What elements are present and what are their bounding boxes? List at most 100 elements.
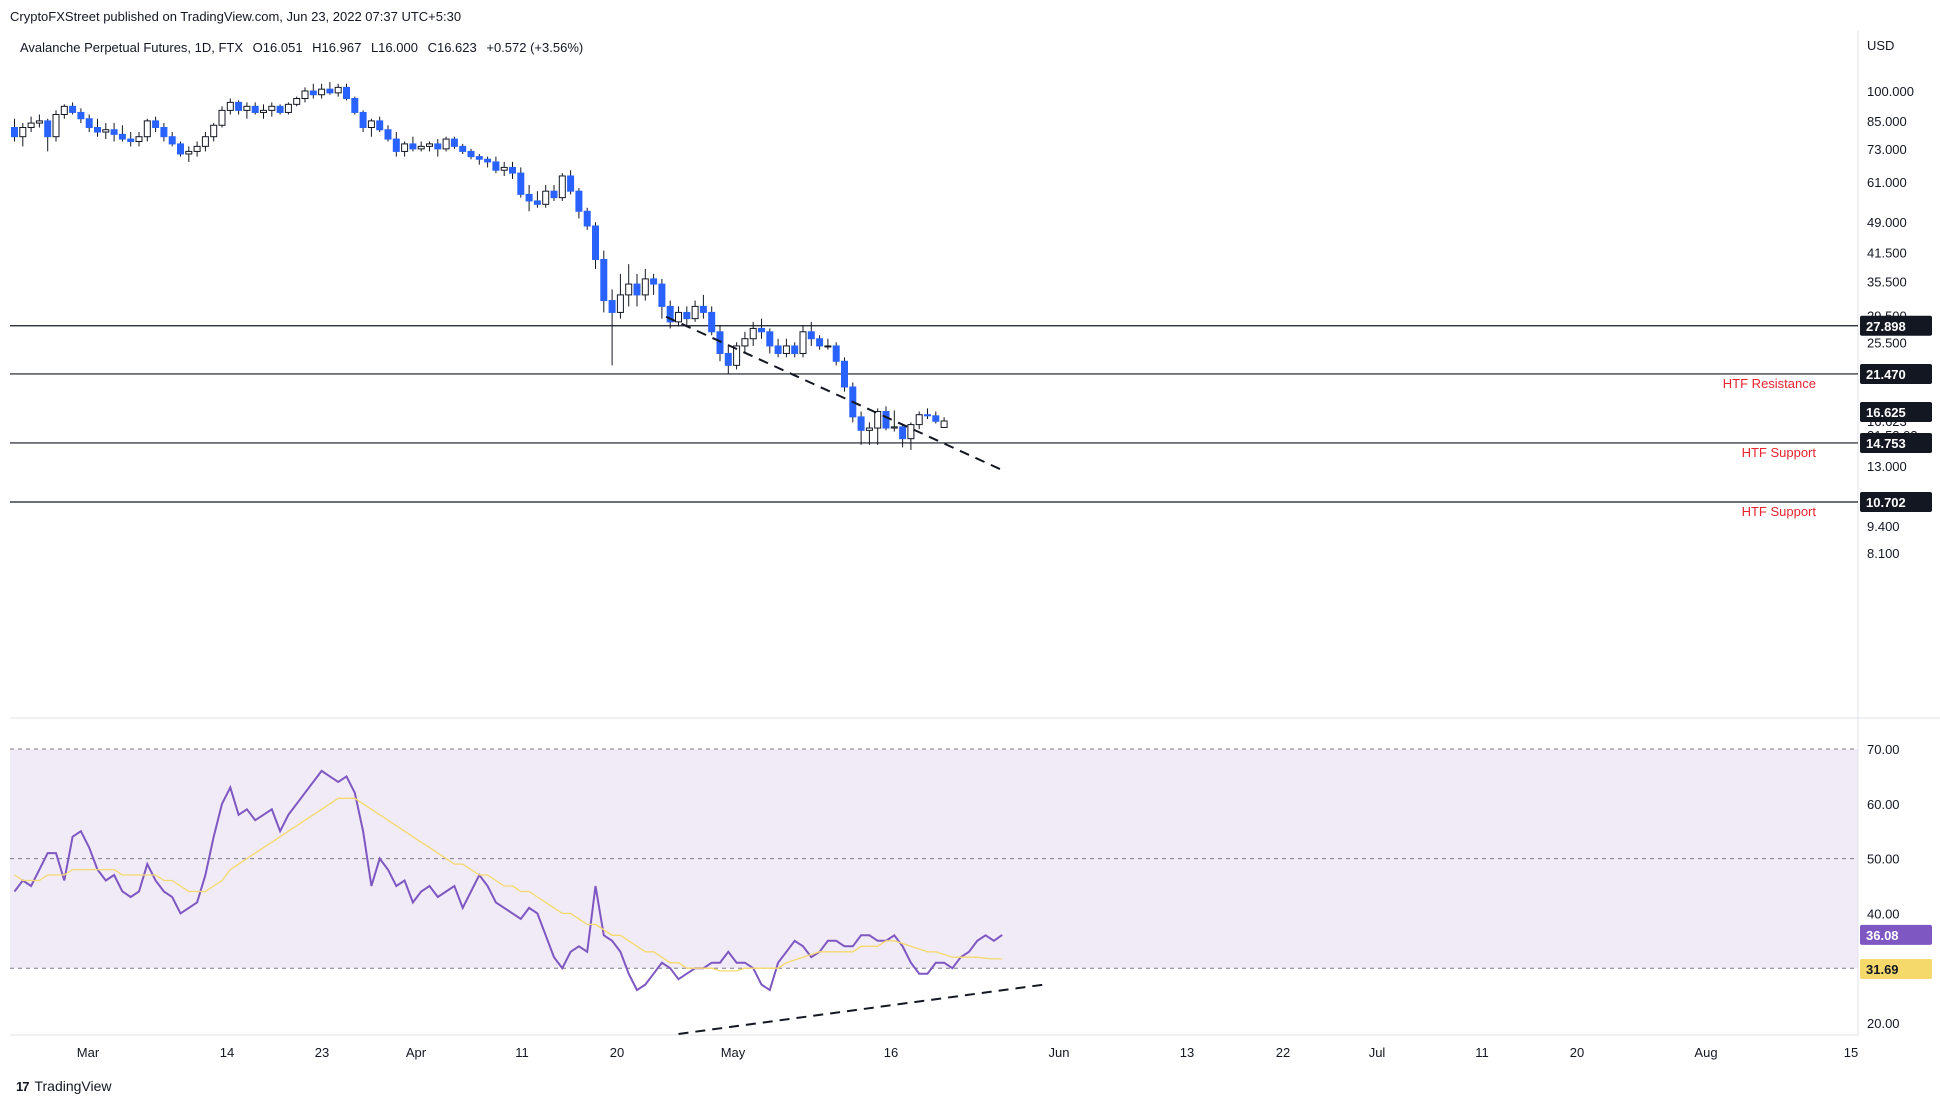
last-price-tag-bg [1860, 401, 1932, 422]
tradingview-logo-icon: 17 [16, 1078, 30, 1094]
level-price-tag: 14.753 [1866, 436, 1906, 451]
instrument-name: Avalanche Perpetual Futures, 1D, FTX [20, 40, 244, 55]
candle-up [558, 175, 566, 199]
rsi-tick-label: 20.00 [1867, 1016, 1900, 1031]
time-tick-label: 11 [1475, 1045, 1489, 1060]
candle-down [450, 138, 458, 147]
candle-down [376, 120, 384, 131]
rsi-tick-label: 40.00 [1867, 906, 1900, 921]
time-tick-label: Mar [77, 1045, 100, 1060]
candle-down [492, 161, 500, 171]
time-tick-label: Apr [406, 1045, 427, 1060]
candle-down [235, 101, 243, 111]
candle-up [293, 98, 301, 105]
candle-up [733, 345, 741, 366]
rsi-value-tag: 36.08 [1866, 928, 1899, 943]
candle-up [641, 278, 649, 296]
candle-up [218, 109, 226, 126]
candle-up [890, 426, 898, 429]
candle-down [509, 166, 516, 174]
candle-up [907, 424, 915, 440]
candle-up [691, 305, 699, 320]
ohlc-change: +0.572 (+3.56%) [486, 40, 584, 55]
time-tick-label: 20 [610, 1045, 624, 1060]
candle-down [434, 143, 442, 150]
candle-up [243, 105, 251, 111]
ohlc-low: L16.000 [370, 40, 418, 55]
time-tick-label: 22 [1276, 1045, 1290, 1060]
rsi-trendline [678, 983, 1044, 1035]
candle-down [633, 283, 641, 296]
candle-down [807, 331, 815, 340]
candle-down [384, 129, 392, 140]
ohlc-open: O16.051 [252, 40, 303, 55]
candle-down [857, 416, 865, 431]
candle-up [915, 414, 923, 426]
time-tick-label: 15 [1844, 1045, 1858, 1060]
time-tick-label: 13 [1180, 1045, 1194, 1060]
time-tick-label: 14 [220, 1045, 234, 1060]
rsi-value-tag-bg [1860, 924, 1932, 945]
candle-down [276, 105, 284, 113]
candle-up [35, 120, 43, 124]
candle-down [550, 190, 558, 199]
candle-up [135, 136, 143, 142]
rsi-line [13, 769, 1003, 992]
price-tick-label: 9.400 [1867, 519, 1900, 534]
candle-up [210, 124, 218, 138]
candle-down [467, 150, 475, 158]
candle-up [426, 143, 433, 147]
candle-up [27, 122, 35, 128]
candle-up [334, 86, 342, 94]
price-tick-label: 35.500 [1867, 274, 1907, 289]
time-tick-label: Jul [1369, 1045, 1386, 1060]
price-tick-label: 85.000 [1867, 114, 1907, 129]
candle-up [143, 120, 151, 138]
candle-up [542, 190, 550, 205]
candle-down [708, 311, 716, 333]
level-price-tag-bg [1860, 315, 1932, 336]
candle-down [44, 120, 52, 138]
candle-up [201, 136, 209, 147]
candle-down [899, 426, 907, 440]
price-tick-label: 8.100 [1867, 546, 1900, 561]
attribution-text: CryptoFXStreet published on TradingView.… [10, 9, 462, 24]
price-tick-label: 100.000 [1867, 84, 1914, 99]
candle-up [799, 331, 807, 354]
rsi-tick-label: 70.00 [1867, 742, 1900, 757]
candle-up [301, 90, 309, 100]
instrument-legend: Avalanche Perpetual Futures, 1D, FTX O16… [20, 40, 589, 55]
candle-down [932, 415, 940, 422]
candle-down [77, 111, 85, 120]
rsi-tick-label: 50.00 [1867, 852, 1900, 867]
candle-down [766, 331, 774, 347]
level-price-tag-bg [1860, 363, 1932, 384]
candle-down [716, 331, 724, 354]
candle-down [392, 138, 400, 152]
candle-down [758, 327, 765, 333]
level-price-tag: 27.898 [1866, 319, 1906, 334]
time-tick-label: Aug [1694, 1045, 1717, 1060]
level-price-tag: 21.470 [1866, 367, 1906, 382]
candle-down [168, 136, 176, 145]
candle-down [517, 172, 525, 195]
candle-down [94, 126, 101, 133]
candle-down [791, 345, 799, 354]
candle-up [260, 109, 267, 113]
candle-down [567, 175, 575, 192]
candle-up [675, 311, 682, 323]
time-tick-label: 16 [884, 1045, 898, 1060]
candle-down [650, 278, 658, 285]
candle-down [459, 145, 467, 152]
candle-down [832, 345, 840, 362]
price-tick-label: 13.000 [1867, 459, 1907, 474]
candle-down [351, 98, 359, 113]
level-price-tag-bg [1860, 491, 1932, 512]
candle-down [699, 305, 707, 313]
candle-down [359, 111, 367, 128]
candle-down [484, 158, 492, 163]
candle-down [309, 90, 317, 96]
candle-down [409, 143, 417, 150]
candle-up [940, 420, 948, 428]
